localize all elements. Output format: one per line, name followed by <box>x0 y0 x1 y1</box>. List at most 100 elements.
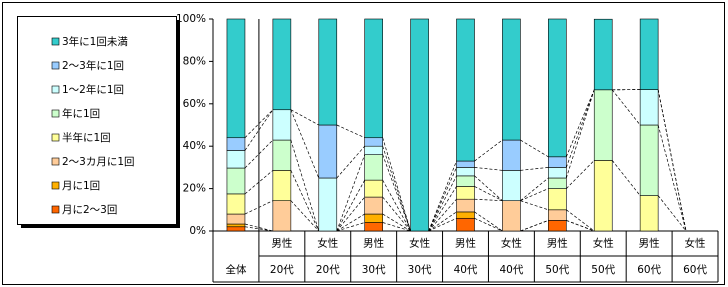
connector <box>520 188 549 202</box>
bar-segment <box>593 89 613 161</box>
x-tick-label: 男性 <box>639 237 660 250</box>
bar-segment <box>502 18 521 141</box>
connector <box>382 154 411 232</box>
x-tick-label: 女性 <box>501 237 522 250</box>
bar-segment <box>548 156 567 168</box>
x-tick-label: 男性 <box>271 237 292 250</box>
x-tick-label: 20代 <box>270 264 294 276</box>
connector <box>244 139 274 169</box>
connector <box>657 89 687 232</box>
bar-segment <box>272 170 292 201</box>
bar-segment <box>364 196 383 215</box>
connector <box>244 200 274 215</box>
connector <box>244 170 274 195</box>
connector <box>474 211 503 232</box>
bar-segment <box>502 139 521 171</box>
bar-segment <box>456 186 475 200</box>
connector <box>428 217 457 232</box>
bar-segment <box>639 124 659 196</box>
bar-segment <box>226 213 246 225</box>
bar-segment <box>456 18 475 162</box>
x-tick-label: 30代 <box>408 264 432 276</box>
bar-segment <box>548 209 567 221</box>
connector <box>474 139 503 162</box>
connector <box>290 170 320 232</box>
bar-segment <box>226 150 246 169</box>
x-tick-label: 男性 <box>547 237 568 250</box>
bar-segment <box>456 211 475 219</box>
bar-segment <box>548 188 567 211</box>
connector <box>244 109 274 138</box>
connector <box>336 124 365 139</box>
connector <box>520 139 549 158</box>
bar-segment <box>272 139 292 171</box>
legend-swatch <box>51 61 60 70</box>
bar-segment <box>226 18 246 139</box>
bar-segment <box>272 200 292 232</box>
x-tick-label: 女性 <box>409 237 430 250</box>
x-tick-label: 50代 <box>591 264 615 276</box>
y-tick-label: 80% <box>183 55 206 67</box>
bar-segment <box>226 137 246 151</box>
bar-segment <box>593 18 613 91</box>
x-tick-label: 40代 <box>454 264 478 276</box>
bar-segment <box>364 154 383 181</box>
x-tick-label: 全体 <box>225 263 246 276</box>
bar-segment <box>364 179 383 198</box>
x-tick-label: 女性 <box>317 237 338 250</box>
bar-segment <box>364 222 383 232</box>
connector <box>428 198 457 232</box>
x-tick-label: 女性 <box>593 237 614 250</box>
legend-swatch <box>51 181 60 190</box>
bar-segment <box>272 18 292 111</box>
connector <box>428 211 457 232</box>
bar-segment <box>272 109 292 141</box>
bar-segment <box>639 195 659 232</box>
x-tick-label: 60代 <box>637 264 661 276</box>
connector <box>565 89 595 179</box>
connector <box>611 89 641 126</box>
legend-swatch <box>51 37 60 46</box>
legend-label: 年に1回 <box>62 107 100 120</box>
connector <box>474 217 503 232</box>
connector <box>566 209 595 232</box>
bar-segment <box>502 200 521 232</box>
bar-segment <box>364 137 383 147</box>
bar-segment <box>318 177 338 232</box>
connector <box>474 175 503 201</box>
legend-swatch <box>51 157 60 166</box>
legend-swatch <box>51 133 60 142</box>
connector <box>336 213 365 232</box>
connector <box>520 177 549 201</box>
legend-swatch <box>51 109 60 118</box>
connector <box>290 200 320 232</box>
x-tick-label: 40代 <box>499 264 523 276</box>
legend-label: 3年に1回未満 <box>62 35 128 48</box>
legend-label: 月に1回 <box>62 180 100 192</box>
bar-segment <box>318 124 338 179</box>
legend-box <box>17 16 177 225</box>
connector <box>290 109 320 179</box>
x-tick-label: 男性 <box>363 237 384 250</box>
bar-segment <box>410 18 429 232</box>
connector <box>428 186 457 232</box>
connector <box>565 89 595 168</box>
connector <box>290 109 319 126</box>
bar-segment <box>226 226 246 232</box>
connector <box>336 145 365 179</box>
bar-segment <box>639 18 659 90</box>
legend-label: 半年に1回 <box>62 131 111 144</box>
bar-segment <box>639 89 659 126</box>
bar-segment <box>318 18 338 126</box>
connector <box>336 196 365 232</box>
x-tick-label: 女性 <box>685 237 706 250</box>
connector <box>474 186 503 201</box>
legend-label: 月に2～3回 <box>62 204 117 216</box>
bar-segment <box>226 223 246 228</box>
bar-segment <box>548 177 567 189</box>
bar-segment <box>548 18 567 158</box>
bar-segment <box>548 220 567 232</box>
connector <box>336 154 366 232</box>
bar-segment <box>548 167 567 179</box>
